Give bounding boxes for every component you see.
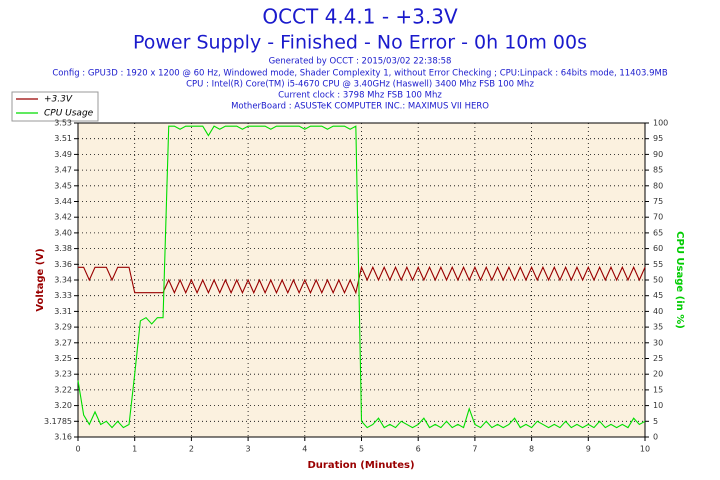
x-axis-label: Duration (Minutes) <box>307 460 414 471</box>
legend <box>11 91 99 122</box>
y2-tick-label: 10 <box>653 401 663 410</box>
y2-tick-label: 65 <box>653 228 663 237</box>
y2-tick-label: 15 <box>653 385 663 394</box>
y2-tick-label: 75 <box>653 197 663 206</box>
y-tick-label: 3.25 <box>54 354 72 363</box>
y-tick-label: 3.27 <box>54 338 72 347</box>
y2-tick-label: 90 <box>653 150 663 159</box>
x-tick-label: 8 <box>529 445 534 454</box>
x-tick-label: 2 <box>189 445 194 454</box>
y-tick-label: 3.51 <box>54 134 72 143</box>
y-tick-label: 3.38 <box>54 244 72 253</box>
x-tick-label: 9 <box>586 445 591 454</box>
y-tick-label: 3.44 <box>54 197 72 206</box>
legend-label: +3.3V <box>44 95 73 105</box>
series-line <box>77 125 646 429</box>
y-tick-label: 3.31 <box>54 307 72 316</box>
y-tick-label: 3.22 <box>54 385 72 394</box>
annotation: CPU : Intel(R) Core(TM) i5-4670 CPU @ 3.… <box>186 80 534 90</box>
y-tick-label: 3.23 <box>54 370 72 379</box>
x-tick-label: 6 <box>416 445 421 454</box>
x-tick-label: 10 <box>640 445 650 454</box>
annotation: Generated by OCCT : 2015/03/02 22:38:58 <box>269 57 452 67</box>
annotation: Current clock : 3798 Mhz FSB 100 Mhz <box>278 91 442 101</box>
y-tick-label: 3.40 <box>54 228 72 237</box>
x-tick-label: 1 <box>132 445 137 454</box>
y-tick-label: 3.29 <box>54 323 72 332</box>
y2-tick-label: 100 <box>653 119 668 128</box>
y2-tick-label: 55 <box>653 260 663 269</box>
y2-tick-label: 45 <box>653 291 663 300</box>
x-tick-label: 0 <box>75 445 80 454</box>
y2-tick-label: 95 <box>653 134 663 143</box>
y-tick-label: 3.47 <box>54 166 72 175</box>
y2-tick-label: 25 <box>653 354 663 363</box>
annotation: MotherBoard : ASUSTeK COMPUTER INC.: MAX… <box>231 102 489 112</box>
y-tick-label: 3.20 <box>54 401 72 410</box>
x-tick-label: 3 <box>246 445 251 454</box>
y2-tick-label: 5 <box>653 417 658 426</box>
y2-tick-label: 70 <box>653 213 663 222</box>
y2-tick-label: 50 <box>653 276 663 285</box>
y2-tick-label: 30 <box>653 338 663 347</box>
x-tick-label: 7 <box>472 445 477 454</box>
y-tick-label: 3.1785 <box>44 417 72 426</box>
y2-tick-label: 85 <box>653 166 663 175</box>
y-tick-label: 3.33 <box>54 291 72 300</box>
y2-axis-label: CPU Usage (in %) <box>674 231 685 329</box>
y-tick-label: 3.42 <box>54 213 72 222</box>
y2-tick-label: 60 <box>653 244 663 253</box>
x-tick-label: 4 <box>302 445 307 454</box>
y-tick-label: 3.45 <box>54 181 72 190</box>
y-tick-label: 3.34 <box>54 276 72 285</box>
annotation: Config : GPU3D : 1920 x 1200 @ 60 Hz, Wi… <box>52 69 668 79</box>
y2-tick-label: 40 <box>653 307 663 316</box>
y-axis-label: Voltage (V) <box>35 248 46 311</box>
y2-tick-label: 0 <box>653 433 658 442</box>
chart-subtitle: Power Supply - Finished - No Error - 0h … <box>133 32 587 54</box>
x-tick-label: 5 <box>359 445 364 454</box>
legend-label: CPU Usage <box>44 109 94 119</box>
y2-tick-label: 20 <box>653 370 663 379</box>
y-tick-label: 3.49 <box>54 150 72 159</box>
chart-title: OCCT 4.4.1 - +3.3V <box>262 5 458 29</box>
y-tick-label: 3.53 <box>54 119 72 128</box>
series-line <box>78 265 646 295</box>
y-tick-label: 3.36 <box>54 260 72 269</box>
y2-tick-label: 80 <box>653 181 663 190</box>
y-tick-label: 3.16 <box>54 433 72 442</box>
y2-tick-label: 35 <box>653 323 663 332</box>
